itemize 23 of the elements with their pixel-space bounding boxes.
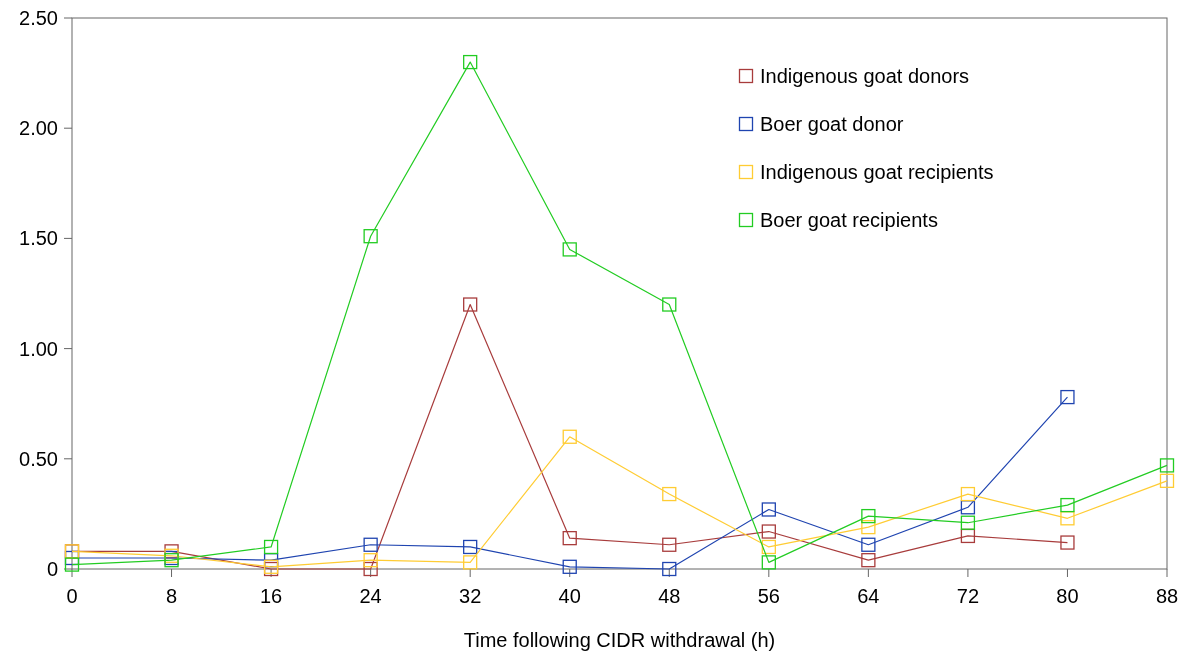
x-tick-label: 88 [1155,585,1179,607]
y-tick-label: 0 [46,558,58,580]
legend-label: Indigenous goat recipients [760,161,994,183]
legend-label: Boer goat donor [760,113,904,135]
legend-label: Indigenous goat donors [760,65,970,87]
x-tick-label: 40 [558,585,581,607]
y-tick-label: 2.50 [19,7,58,29]
legend-label: Boer goat recipients [760,209,938,231]
x-axis-title: Time following CIDR withdrawal (h) [463,629,776,651]
x-tick-label: 72 [956,585,980,607]
y-tick-label: 1.00 [19,337,58,360]
x-tick-label: 64 [857,585,880,607]
x-tick-label: 56 [757,585,780,607]
x-tick-label: 80 [1056,585,1079,607]
x-tick-label: 48 [658,585,681,607]
y-tick-label: 2.00 [19,117,58,140]
x-tick-label: 24 [359,585,382,607]
x-tick-label: 16 [259,585,283,607]
x-tick-label: 0 [66,585,78,607]
y-tick-label: 1.50 [19,227,58,250]
x-tick-label: 32 [459,585,482,607]
y-tick-label: 0.50 [19,447,58,470]
x-tick-label: 8 [165,585,178,607]
